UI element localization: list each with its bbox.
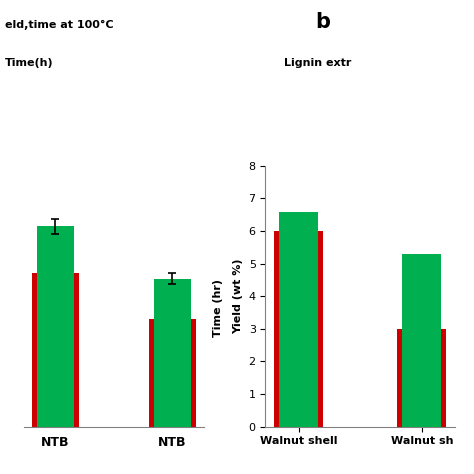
Text: eld,time at 100°C: eld,time at 100°C xyxy=(5,20,113,30)
Bar xyxy=(36,227,74,427)
Text: Lignin extr: Lignin extr xyxy=(284,58,352,68)
Bar xyxy=(397,329,447,427)
Bar xyxy=(154,279,191,427)
Bar xyxy=(32,273,79,427)
Y-axis label: Yield (wt %): Yield (wt %) xyxy=(233,258,243,334)
Text: Time(h): Time(h) xyxy=(5,58,54,68)
Bar xyxy=(149,319,196,427)
Bar xyxy=(279,211,319,427)
Text: Time (hr): Time (hr) xyxy=(213,279,223,337)
Text: b: b xyxy=(315,12,330,32)
Bar xyxy=(402,254,441,427)
Bar xyxy=(274,231,323,427)
